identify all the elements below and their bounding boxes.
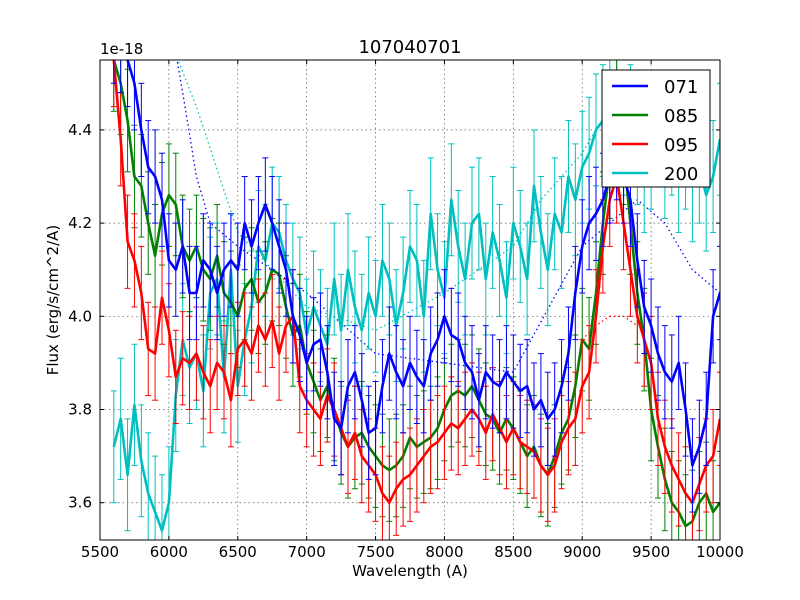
legend-label-071: 071 xyxy=(664,77,698,98)
x-tick-label: 8000 xyxy=(425,543,463,561)
x-tick-label: 8500 xyxy=(494,543,532,561)
x-tick-label: 6500 xyxy=(219,543,257,561)
x-tick-label: 5500 xyxy=(81,543,119,561)
x-tick-label: 9500 xyxy=(632,543,670,561)
y-tick-label: 4.0 xyxy=(68,307,92,325)
plot-frame xyxy=(99,59,721,541)
legend-box xyxy=(601,69,711,188)
x-axis-label: Wavelength (A) xyxy=(352,562,468,580)
x-tick-label: 7500 xyxy=(356,543,394,561)
legend-label-085: 085 xyxy=(664,106,698,127)
series-line-095 xyxy=(112,60,720,505)
legend-label-200: 200 xyxy=(664,164,698,185)
x-tick-label: 10000 xyxy=(696,543,744,561)
legend: 071 085 095 200 xyxy=(601,69,711,188)
dotted-line-095-model xyxy=(581,315,638,341)
chart-title: 107040701 xyxy=(358,37,461,58)
x-tick-label: 7000 xyxy=(288,543,326,561)
series-095 xyxy=(110,60,720,540)
y-tick-label: 3.6 xyxy=(68,494,92,512)
y-axis-label: Flux (erg/s/cm^2/A) xyxy=(44,225,62,376)
y-tick-label: 4.2 xyxy=(68,214,92,232)
ticks: 5500 6000 6500 7000 7500 8000 8500 9000 9500 1000… xyxy=(68,60,744,561)
y-tick-label: 3.8 xyxy=(68,401,92,419)
legend-label-095: 095 xyxy=(664,135,698,156)
x-tick-label: 9000 xyxy=(563,543,601,561)
offset-text: 1e-18 xyxy=(100,40,143,58)
x-tick-label: 6000 xyxy=(150,543,188,561)
y-tick-label: 4.4 xyxy=(68,121,92,139)
